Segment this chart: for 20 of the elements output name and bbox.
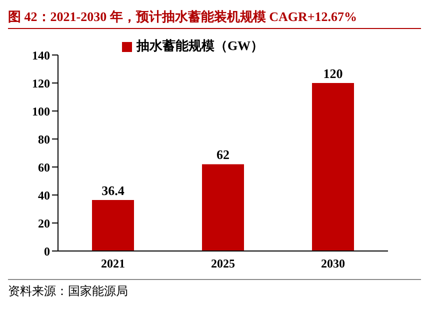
data-label: 120 [323,66,343,81]
y-tick-label: 100 [32,104,50,118]
x-tick-label: 2030 [321,256,345,271]
data-label: 62 [216,147,230,162]
bar [92,200,134,251]
chart-title: 图 42：2021-2030 年，预计抽水蓄能装机规模 CAGR+12.67% [8,8,421,29]
y-tick-label: 60 [38,160,50,174]
x-tick-label: 2025 [211,256,235,271]
text: 资料来源：国家能源局 [8,283,129,300]
y-tick-label: 20 [38,216,50,230]
x-tick-label: 2021 [101,256,125,271]
y-tick-label: 80 [38,132,50,146]
y-tick-label: 40 [38,188,50,202]
y-tick-label: 120 [32,76,50,90]
legend-label: 抽水蓄能规模（GW） [136,38,264,53]
y-tick-label: 140 [32,48,50,62]
data-label: 36.4 [102,183,125,198]
bar [312,83,354,251]
bar [202,164,244,251]
y-tick-label: 0 [44,244,50,258]
